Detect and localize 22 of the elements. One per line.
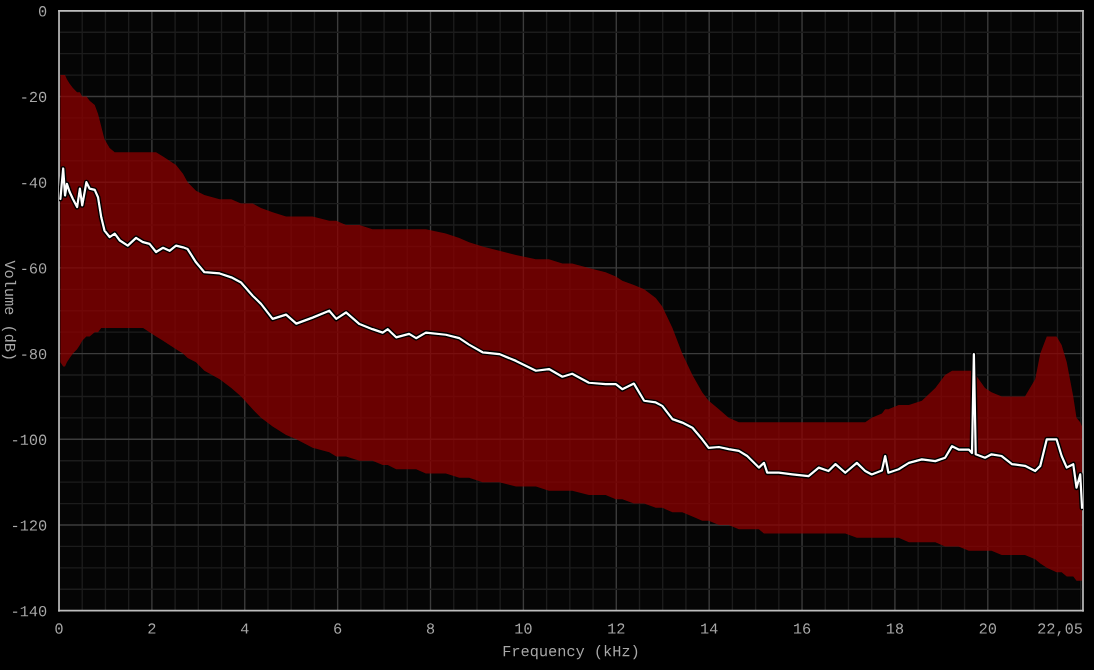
x-tick-label: 22,05 [1038, 623, 1083, 637]
x-tick-label: 18 [886, 623, 904, 634]
y-tick-label: -140 [13, 606, 47, 617]
y-tick-label: -100 [13, 434, 47, 445]
y-tick-label: -40 [22, 177, 47, 188]
x-axis-title: Frequency (kHz) [503, 645, 638, 660]
x-tick-label: 0 [55, 623, 63, 634]
y-tick-label: -60 [22, 263, 47, 274]
x-tick-label: 12 [608, 623, 625, 634]
y-tick-label: -20 [22, 91, 47, 103]
x-tick-label: 8 [426, 623, 435, 634]
x-tick-label: 2 [148, 623, 156, 634]
x-tick-label: 20 [979, 623, 997, 634]
y-tick-label: -120 [13, 520, 47, 531]
x-tick-label: 10 [515, 623, 532, 634]
x-tick-label: 6 [334, 623, 342, 634]
y-tick-label: 0 [38, 6, 47, 17]
y-axis-title: Volume (dB) [1, 260, 17, 359]
x-tick-label: 16 [793, 623, 811, 634]
y-tick-label: -80 [22, 348, 47, 360]
x-tick-label: 4 [240, 623, 249, 634]
x-tick-label: 14 [701, 623, 718, 634]
